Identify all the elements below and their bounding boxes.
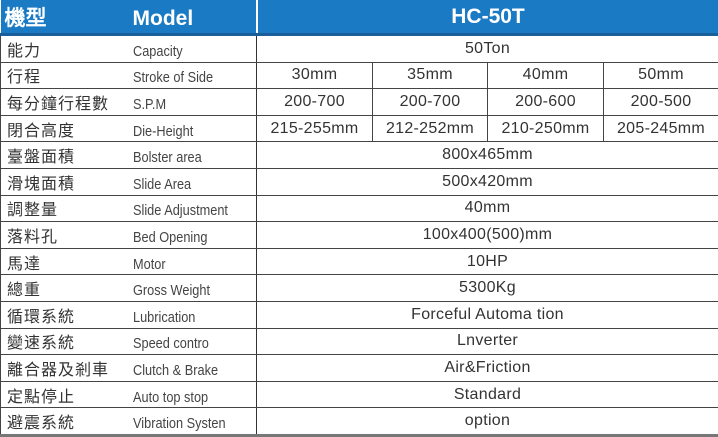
- spec-label-en: Lubrication: [133, 309, 195, 326]
- model-label-en: Model: [133, 7, 194, 30]
- spec-value: 200-600: [488, 89, 604, 116]
- spec-label-zh: 變速系統: [1, 329, 133, 353]
- spec-label-en: Auto top stop: [133, 389, 208, 406]
- model-label-zh: 機型: [1, 2, 133, 32]
- spec-value: 200-700: [373, 89, 488, 116]
- spec-label-zh: 定點停止: [1, 383, 133, 407]
- spec-value: 215-255mm: [257, 115, 373, 142]
- spec-label-en: Speed contro: [133, 335, 209, 352]
- spec-label-en: Vibration Systen: [133, 415, 226, 432]
- spec-value: 50mm: [604, 62, 718, 89]
- spec-label-zh: 總重: [1, 276, 133, 300]
- spec-label-zh: 循環系統: [1, 303, 133, 327]
- spec-label-zh: 調整量: [1, 196, 133, 220]
- spec-label-en: Capacity: [133, 43, 183, 60]
- spec-label-en: Bed Opening: [133, 229, 207, 246]
- spec-value: 200-700: [257, 89, 373, 116]
- spec-value: 40mm: [257, 195, 718, 222]
- spec-value: Lnverter: [257, 328, 718, 355]
- spec-value: Forceful Automa tion: [257, 301, 718, 328]
- spec-value: 30mm: [257, 62, 373, 89]
- spec-label-zh: 避震系統: [1, 409, 133, 433]
- spec-label-en: Slide Adjustment: [133, 202, 228, 219]
- spec-label-zh: 臺盤面積: [1, 143, 133, 167]
- spec-value: 5300Kg: [257, 275, 718, 302]
- spec-label-zh: 能力: [1, 37, 133, 61]
- spec-value: 200-500: [604, 89, 718, 116]
- spec-value: 500x420mm: [257, 168, 718, 195]
- spec-label-en: Bolster area: [133, 149, 202, 166]
- spec-value: 50Ton: [257, 35, 718, 63]
- spec-label-en: Motor: [133, 256, 166, 273]
- spec-value: 100x400(500)mm: [257, 222, 718, 249]
- spec-label-zh: 行程: [1, 63, 133, 87]
- spec-value: option: [257, 408, 718, 436]
- spec-label-zh: 滑塊面積: [1, 170, 133, 194]
- spec-value: 800x465mm: [257, 142, 718, 169]
- spec-label-zh: 每分鐘行程數: [1, 90, 133, 114]
- spec-label-en: Die-Height: [133, 123, 193, 140]
- spec-value: 10HP: [257, 248, 718, 275]
- spec-value: 205-245mm: [604, 115, 718, 142]
- spec-label-en: Slide Area: [133, 176, 191, 193]
- spec-value: 40mm: [488, 62, 604, 89]
- spec-label-zh: 落料孔: [1, 223, 133, 247]
- spec-value: 212-252mm: [373, 115, 488, 142]
- spec-value: 35mm: [373, 62, 488, 89]
- spec-label-zh: 閉合高度: [1, 117, 133, 141]
- spec-label-en: Clutch & Brake: [133, 362, 218, 379]
- spec-value: Standard: [257, 381, 718, 408]
- spec-value: Air&Friction: [257, 355, 718, 382]
- spec-value: 210-250mm: [488, 115, 604, 142]
- spec-label-en: Stroke of Side: [133, 69, 213, 86]
- model-name: HC-50T: [257, 0, 718, 35]
- spec-label-zh: 離合器及剎車: [1, 356, 133, 380]
- spec-label-zh: 馬達: [1, 250, 133, 274]
- spec-label-en: Gross Weight: [133, 282, 210, 299]
- spec-label-en: S.P.M: [133, 96, 166, 113]
